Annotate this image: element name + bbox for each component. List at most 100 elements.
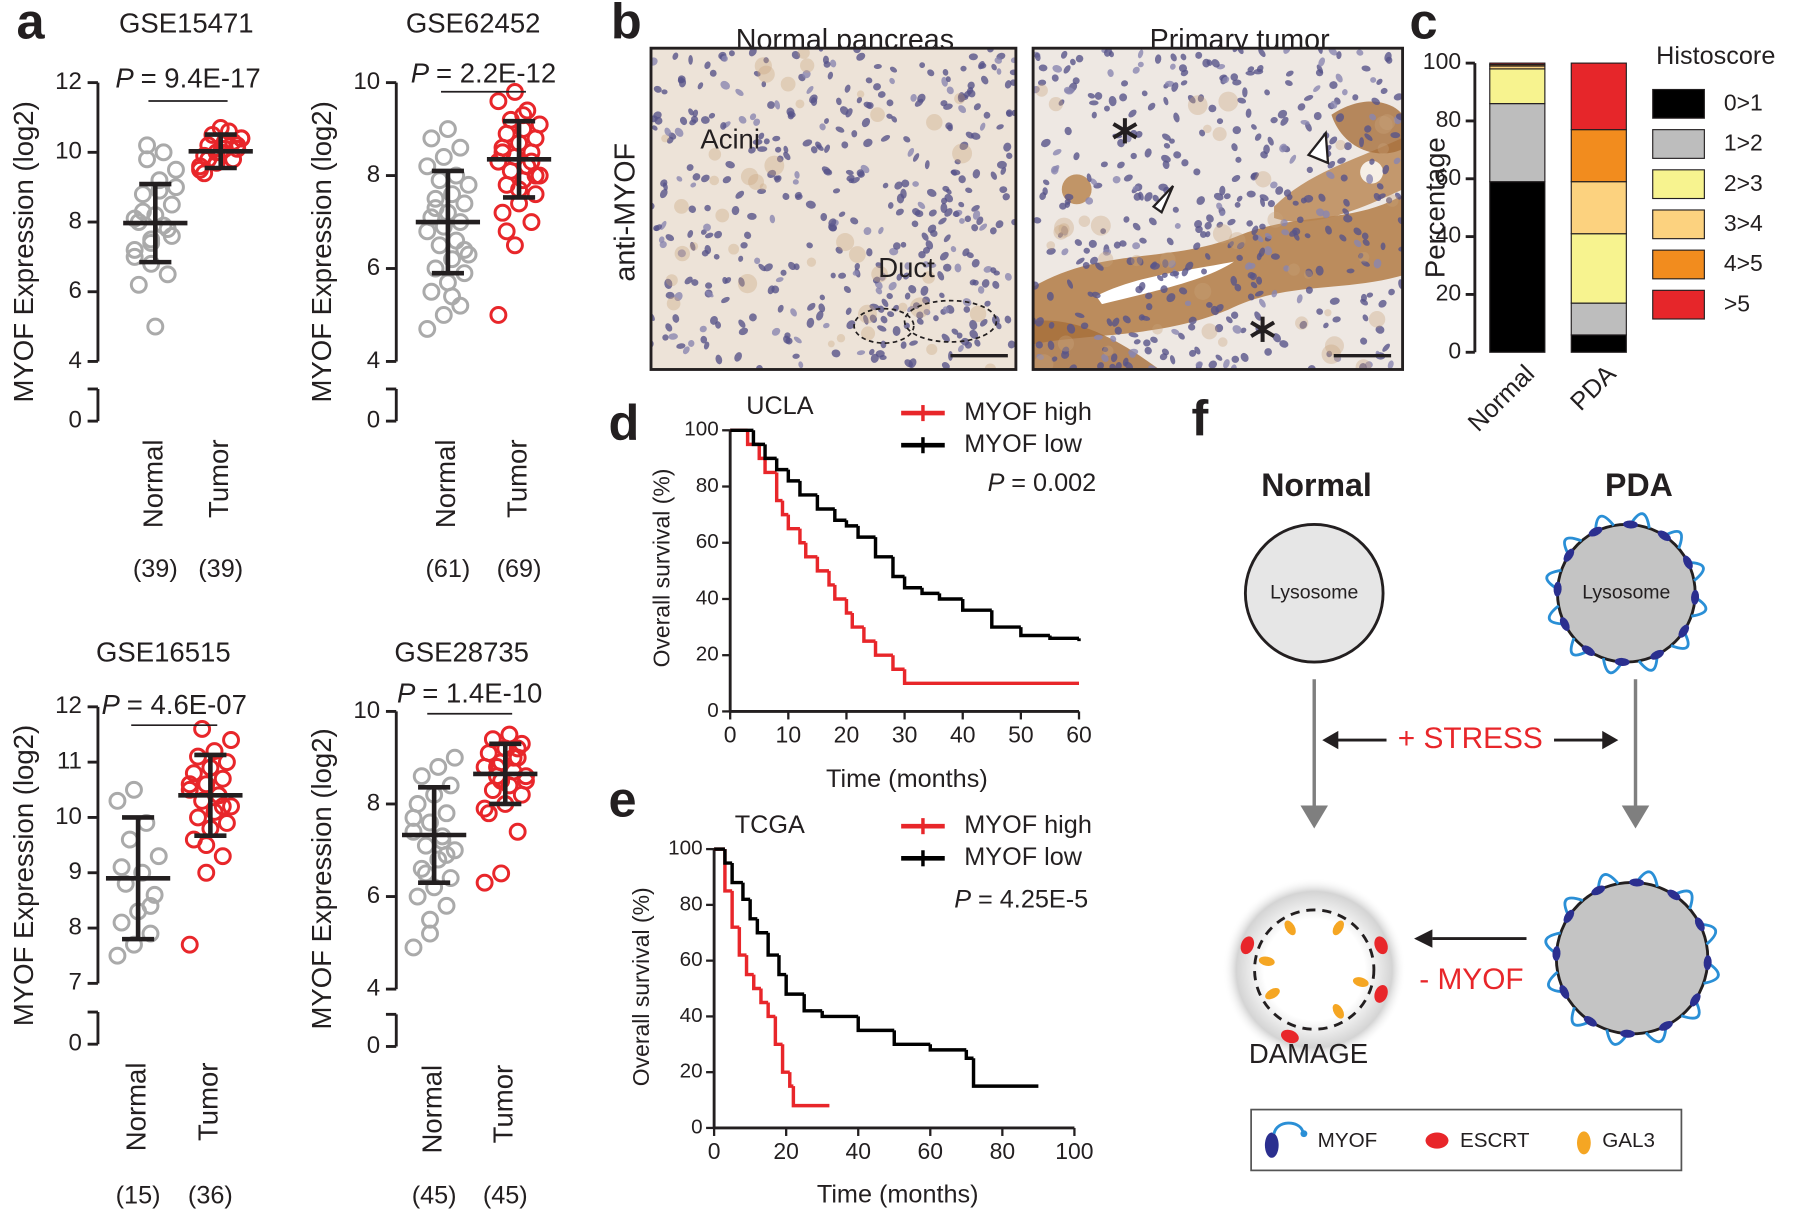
image-frame [1031,46,1405,371]
nucleus [907,147,915,157]
nucleus [757,188,767,195]
nucleus [908,285,917,294]
nucleus [999,186,1008,194]
nucleus [872,276,881,284]
escrt [1374,936,1388,955]
gal3 [1332,920,1344,936]
nucleus [989,227,997,235]
nucleus [748,48,757,57]
nucleus [835,246,843,254]
nucleus [953,210,960,218]
y-axis-label: Percentage [1419,137,1450,278]
x-tick-label: 20 [834,722,860,748]
histology: Normal pancreas Primary tumor anti-MYOF … [609,24,1405,371]
legend-label: MYOF [1318,1129,1378,1152]
x-tick-label: 80 [990,1138,1016,1164]
nucleus [1316,208,1325,217]
nucleus [782,192,790,200]
nucleus [922,296,931,305]
y-tick-label: 80 [696,474,719,497]
nucleus [1006,152,1013,160]
nucleus [665,234,675,242]
nucleus [1169,138,1175,144]
data-point [489,92,508,111]
nucleus [1393,93,1403,101]
micrograph [651,48,1016,370]
survival-step [737,927,747,957]
nucleus [852,270,860,276]
nucleus [971,204,980,212]
p-symbol: P [102,689,121,720]
nucleus [1246,190,1256,198]
nucleus [851,130,858,138]
nucleus [734,352,742,362]
nucleus [1073,152,1080,161]
nucleus [1189,349,1197,357]
data-point [167,178,185,197]
data-point [421,924,439,943]
group-count: (69) [497,555,542,583]
nucleus [1205,231,1211,238]
x-tick-label: 50 [1008,722,1034,748]
nucleus [1036,353,1045,360]
data-point [412,859,431,878]
nucleus [900,188,907,199]
nucleus [1330,100,1338,109]
data-point [142,233,161,252]
p-symbol: P [988,469,1005,497]
myof-anchor [1559,985,1570,999]
stain-spot [1267,211,1284,228]
nucleus [880,135,891,142]
stain-spot [1057,335,1075,352]
data-point [197,775,216,794]
nucleus [1139,237,1147,244]
nucleus [1159,353,1168,361]
nucleus [1297,216,1304,224]
nucleus [900,241,907,248]
data-point [422,129,441,148]
nucleus [676,343,686,349]
nucleus [776,155,784,163]
survival-step [820,1010,859,1019]
nucleus [1119,93,1128,102]
nucleus [1305,286,1313,294]
nucleus [1087,291,1094,297]
nucleus [1335,113,1345,123]
nucleus [1090,256,1098,265]
data-point [434,148,453,166]
p-text: = 4.25E-5 [978,885,1088,913]
data-point [445,748,464,767]
nucleus [1208,104,1217,113]
nucleus [775,277,784,283]
legend-swatch [1652,209,1705,240]
nucleus [1136,257,1144,266]
nucleus [1166,237,1174,246]
survival-step [844,598,853,615]
lumen [1096,261,1234,305]
myof-anchor [1650,649,1665,660]
data-point [222,731,240,749]
nucleus [659,240,667,249]
nucleus [889,66,898,73]
nucleus [705,232,714,239]
nucleus [1240,327,1247,334]
nucleus [820,212,828,222]
data-point [426,199,445,218]
nucleus [1340,174,1348,182]
survival-step [862,627,876,643]
nucleus [1114,326,1122,335]
stain-spot [759,183,767,191]
legend-swatch [1652,88,1705,119]
nucleus [1223,359,1230,369]
nucleus [731,205,740,216]
nucleus [728,50,735,57]
nucleus [912,181,919,187]
nucleus [854,263,860,270]
nucleus [1219,210,1226,217]
nucleus [939,292,945,299]
nucleus [937,271,945,281]
nucleus [969,319,978,331]
survival-step [751,430,766,447]
lumen [1360,160,1384,184]
nucleus [1052,65,1063,73]
